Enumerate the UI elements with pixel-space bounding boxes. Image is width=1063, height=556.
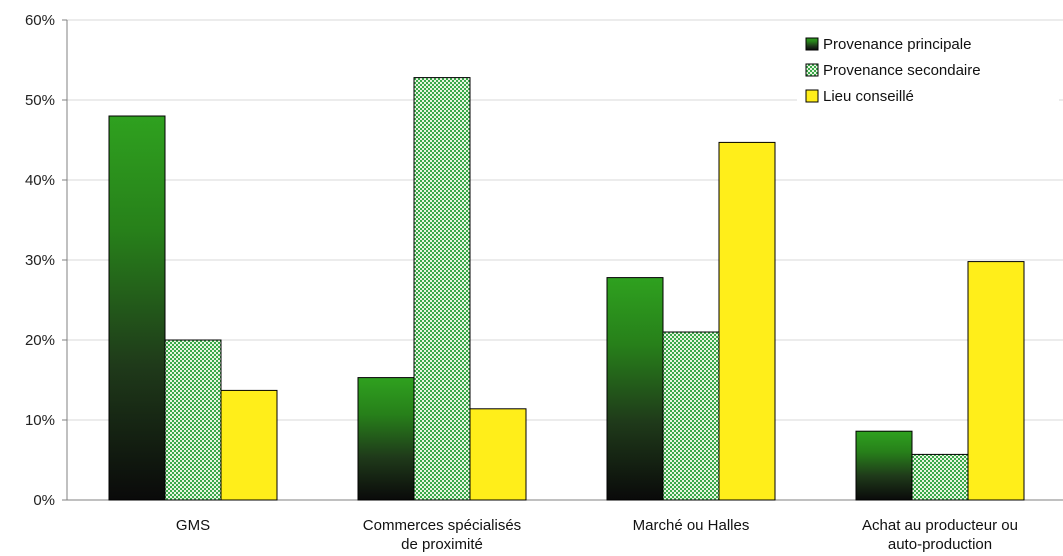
bar-provenance-principale <box>357 377 415 501</box>
y-tick-labels: 0% 10% 20% 30% 40% 50% 60% <box>25 12 55 509</box>
legend-label: Provenance secondaire <box>823 62 981 79</box>
y-tick-label: 0% <box>33 492 55 509</box>
x-category-label: auto-production <box>888 536 992 553</box>
x-category-label: Marché ou Halles <box>633 517 750 534</box>
x-category-label: de proximité <box>401 536 483 553</box>
bar-provenance-principale <box>108 115 166 501</box>
bars <box>108 77 1025 501</box>
bar-lieu-conseill- <box>469 408 527 501</box>
x-category-label: Achat au producteur ou <box>862 517 1018 534</box>
legend-swatch <box>805 89 819 103</box>
bar-provenance-secondaire <box>413 77 471 501</box>
bar-provenance-secondaire <box>662 331 720 501</box>
bar-lieu-conseill- <box>967 261 1025 501</box>
y-tick-label: 50% <box>25 92 55 109</box>
legend: Provenance principale Provenance secondai… <box>797 33 1059 111</box>
y-tick-label: 20% <box>25 332 55 349</box>
bar-provenance-secondaire <box>911 453 969 501</box>
x-category-label: Commerces spécialisés <box>363 517 521 534</box>
bar-provenance-principale <box>855 430 913 501</box>
bar-provenance-secondaire <box>164 339 222 501</box>
gridlines <box>67 19 1063 421</box>
bar-lieu-conseill- <box>220 389 278 501</box>
legend-swatch <box>805 37 819 51</box>
x-category-label: GMS <box>176 517 210 534</box>
y-tick-label: 40% <box>25 172 55 189</box>
bar-lieu-conseill- <box>718 141 776 501</box>
y-tick-label: 60% <box>25 12 55 29</box>
y-tick-label: 10% <box>25 412 55 429</box>
legend-swatch <box>805 63 819 77</box>
bar-provenance-principale <box>606 277 664 501</box>
legend-label: Provenance principale <box>823 36 971 53</box>
y-tick-label: 30% <box>25 252 55 269</box>
category-labels: GMS Commerces spécialisés de proximité Marc… <box>176 517 1018 553</box>
legend-label: Lieu conseillé <box>823 88 914 105</box>
legend-box <box>797 33 1059 111</box>
